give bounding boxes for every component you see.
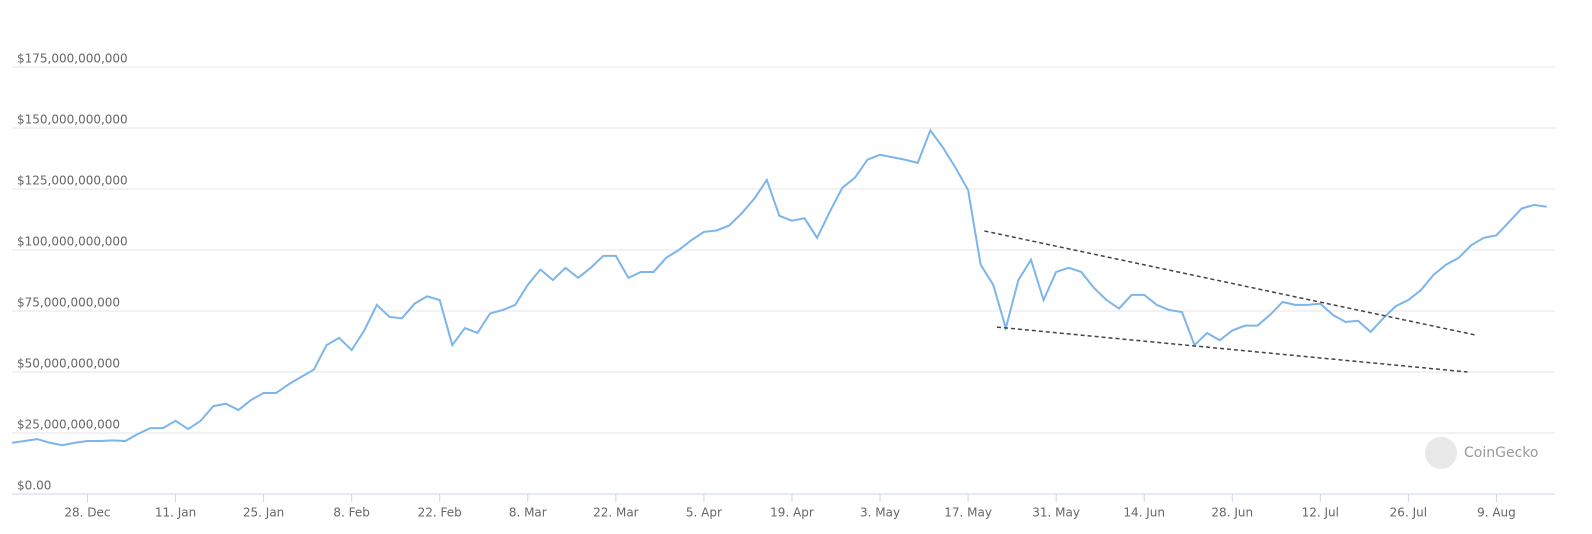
y-tick-label: $125,000,000,000	[17, 174, 128, 188]
x-tick-label: 3. May	[860, 506, 900, 520]
x-tick-label: 8. Mar	[509, 506, 547, 520]
x-tick-label: 9. Aug	[1477, 506, 1516, 520]
x-tick-label: 8. Feb	[333, 506, 370, 520]
x-tick-label: 28. Dec	[64, 506, 110, 520]
x-tick-label: 14. Jun	[1123, 506, 1165, 520]
y-tick-label: $75,000,000,000	[17, 296, 120, 310]
x-tick-label: 22. Mar	[593, 506, 639, 520]
x-tick-label: 19. Apr	[770, 506, 814, 520]
plot: $0.00 $25,000,000,000 $50,000,000,000 $75,0…	[11, 52, 1555, 520]
y-tick-label: $0.00	[17, 479, 51, 493]
x-tick-label: 28. Jun	[1211, 506, 1253, 520]
watermark: CoinGecko	[1425, 437, 1538, 469]
x-tick-label: 31. May	[1032, 506, 1080, 520]
y-tick-label: $25,000,000,000	[17, 418, 120, 432]
y-tick-label: $150,000,000,000	[17, 113, 128, 127]
trend-line	[996, 326, 1468, 373]
y-tick-label: $50,000,000,000	[17, 357, 120, 371]
x-tick-label: 12. Jul	[1302, 506, 1339, 520]
line-series	[11, 128, 1547, 447]
x-tick-label: 5. Apr	[686, 506, 722, 520]
y-tick-label: $175,000,000,000	[17, 52, 128, 66]
x-tick-label: 11. Jan	[155, 506, 196, 520]
watermark-logo	[1425, 437, 1457, 469]
watermark-text: CoinGecko	[1464, 445, 1538, 461]
y-tick-label: $100,000,000,000	[17, 235, 128, 249]
x-tick-label: 26. Jul	[1390, 506, 1427, 520]
trend-line	[984, 230, 1476, 336]
x-tick-label: 17. May	[944, 506, 992, 520]
x-tick-label: 25. Jan	[243, 506, 284, 520]
x-tick-label: 22. Feb	[418, 506, 462, 520]
